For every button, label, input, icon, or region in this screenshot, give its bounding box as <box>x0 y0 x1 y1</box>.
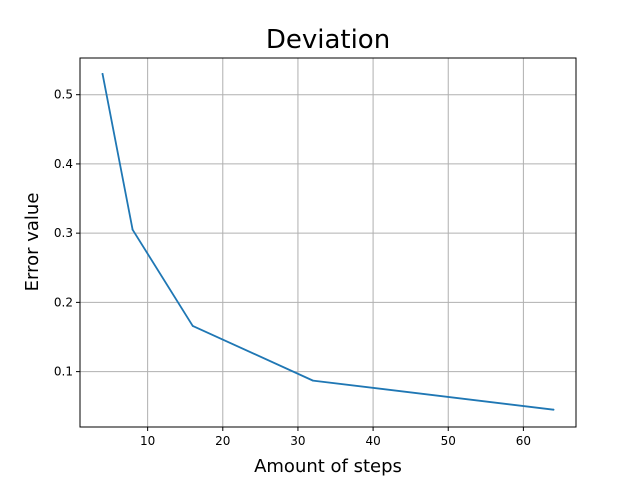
x-axis-ticks: 10 20 30 40 50 60 <box>140 427 531 448</box>
y-tick-label: 0.3 <box>54 226 73 240</box>
x-axis-label: Amount of steps <box>254 456 402 477</box>
y-tick-label: 0.5 <box>54 88 73 102</box>
data-point <box>131 228 134 231</box>
y-tick-label: 0.4 <box>54 157 73 171</box>
data-point <box>552 408 555 411</box>
y-tick-label: 0.1 <box>54 365 73 379</box>
plot-frame <box>79 57 577 428</box>
grid-lines <box>80 58 576 427</box>
data-point <box>101 73 104 75</box>
x-tick-label: 20 <box>215 434 230 448</box>
chart-title: Deviation <box>266 25 390 55</box>
x-tick-label: 10 <box>140 434 155 448</box>
x-tick-label: 30 <box>290 434 305 448</box>
y-axis-label: Error value <box>22 193 43 292</box>
data-point <box>312 379 314 382</box>
x-tick-label: 50 <box>441 434 456 448</box>
x-tick-label: 60 <box>516 434 531 448</box>
series-line <box>101 73 555 411</box>
y-axis-ticks: 0.1 0.2 0.3 0.4 0.5 <box>54 88 80 379</box>
data-point <box>191 325 194 327</box>
y-tick-label: 0.2 <box>54 295 73 309</box>
x-tick-label: 40 <box>365 434 380 448</box>
series-layer <box>101 73 555 411</box>
